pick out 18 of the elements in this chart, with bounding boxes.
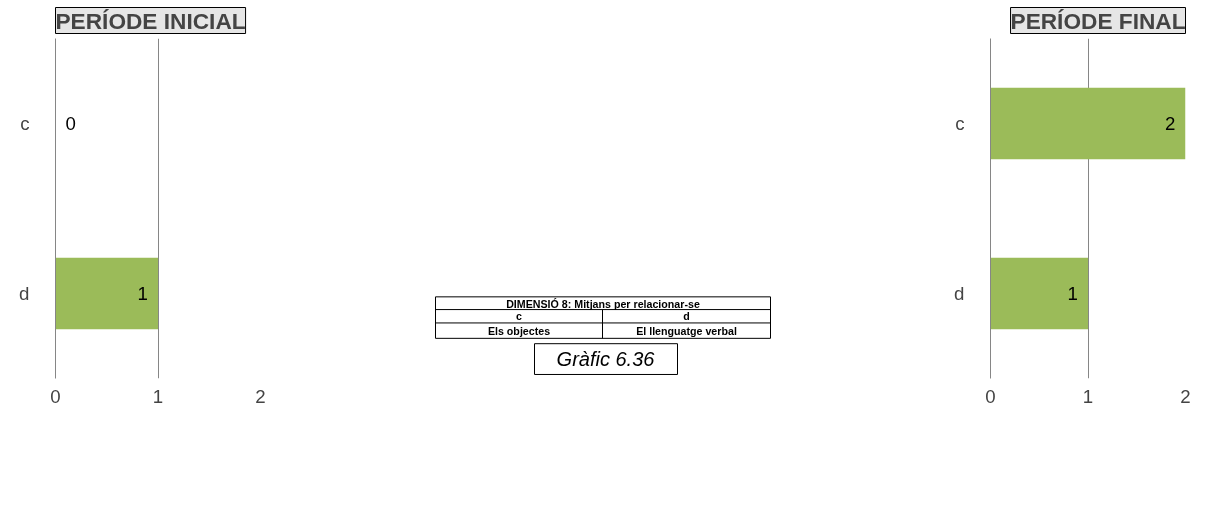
text: c [516, 310, 523, 323]
chart-title: PERÍODE FINAL [1010, 7, 1186, 34]
x-tick-label: 2 [255, 385, 266, 407]
x-tick-label: 0 [985, 385, 996, 407]
x-tick-label: 1 [1082, 385, 1094, 407]
text: DIMENSIÓ 8: Mitjans per relacionar-se [506, 297, 700, 310]
data-label: 0 [65, 113, 76, 134]
data-label: 2 [1165, 113, 1176, 134]
text: El llenguatge verbal [636, 324, 737, 337]
x-tick-label: 2 [1180, 385, 1191, 407]
chart-title: PERÍODE INICIAL [55, 7, 246, 34]
x-tick-label: 0 [50, 385, 61, 407]
text: Gràfic 6.36 [556, 348, 656, 371]
text: Els objectes [487, 324, 551, 337]
x-tick-label: 1 [152, 385, 164, 407]
data-label: 1 [137, 283, 149, 304]
data-label: 1 [1067, 283, 1079, 304]
text: d [683, 310, 690, 323]
